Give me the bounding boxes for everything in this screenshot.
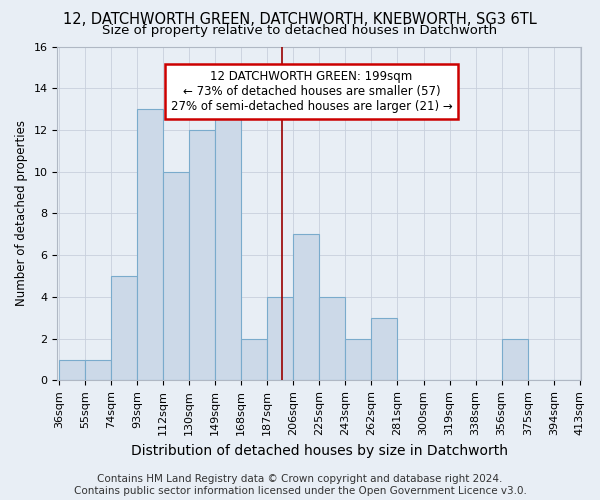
Bar — [267, 297, 293, 380]
Text: Contains HM Land Registry data © Crown copyright and database right 2024.
Contai: Contains HM Land Registry data © Crown c… — [74, 474, 526, 496]
Bar — [215, 109, 241, 380]
Text: 12, DATCHWORTH GREEN, DATCHWORTH, KNEBWORTH, SG3 6TL: 12, DATCHWORTH GREEN, DATCHWORTH, KNEBWO… — [63, 12, 537, 28]
Text: 12 DATCHWORTH GREEN: 199sqm
← 73% of detached houses are smaller (57)
27% of sem: 12 DATCHWORTH GREEN: 199sqm ← 73% of det… — [170, 70, 452, 113]
Bar — [111, 276, 137, 380]
Bar — [502, 338, 528, 380]
X-axis label: Distribution of detached houses by size in Datchworth: Distribution of detached houses by size … — [131, 444, 508, 458]
Bar — [59, 360, 85, 380]
Bar — [163, 172, 189, 380]
Y-axis label: Number of detached properties: Number of detached properties — [15, 120, 28, 306]
Bar — [137, 109, 163, 380]
Bar — [189, 130, 215, 380]
Bar — [85, 360, 111, 380]
Bar — [319, 297, 346, 380]
Text: Size of property relative to detached houses in Datchworth: Size of property relative to detached ho… — [103, 24, 497, 37]
Bar — [293, 234, 319, 380]
Bar — [371, 318, 397, 380]
Bar — [346, 338, 371, 380]
Bar — [241, 338, 267, 380]
